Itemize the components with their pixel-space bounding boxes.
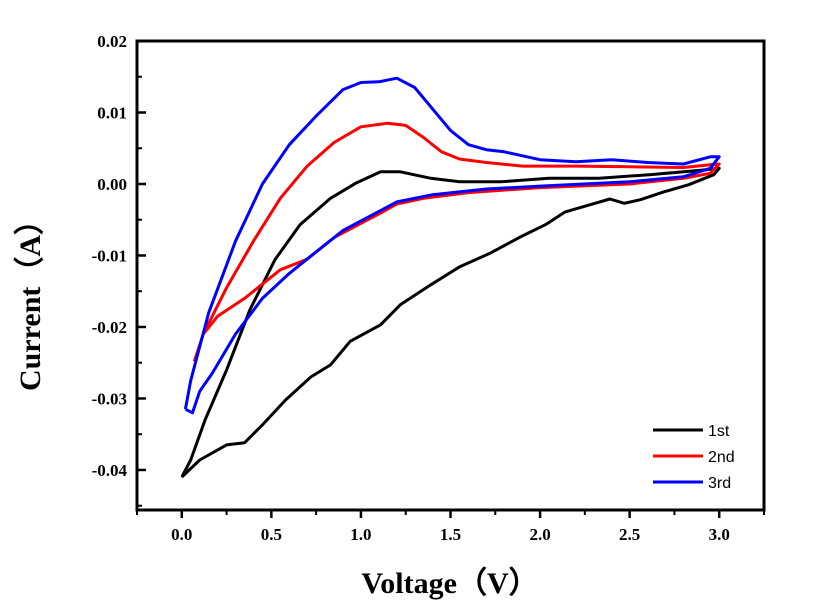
legend: 1st 2nd 3rd xyxy=(653,423,735,492)
y-tick-label: -0.01 xyxy=(92,246,127,265)
x-tick-label: 2.0 xyxy=(529,525,550,544)
legend-label-3rd: 3rd xyxy=(708,475,731,492)
plot-frame xyxy=(135,39,766,512)
series-line-2nd xyxy=(192,121,721,362)
y-tick-label: 0.02 xyxy=(97,32,127,51)
series-line-1st xyxy=(180,166,721,479)
x-axis: 0.0 0.5 1.0 1.5 2.0 2.5 3.0 xyxy=(136,510,765,544)
series-line-3rd xyxy=(183,76,721,415)
y-axis: 0.02 0.01 0.00 -0.01 -0.02 -0.03 -0.04 xyxy=(92,32,146,507)
x-tick-label: 3.0 xyxy=(709,525,730,544)
x-tick-label: 1.5 xyxy=(440,525,461,544)
legend-label-1st: 1st xyxy=(708,423,730,440)
x-tick-label: 0.0 xyxy=(171,525,192,544)
x-tick-label: 0.5 xyxy=(261,525,282,544)
y-tick-label: -0.04 xyxy=(92,461,128,480)
y-tick-label: -0.03 xyxy=(92,389,127,408)
x-axis-title: Voltage（V） xyxy=(361,566,538,600)
y-tick-label: 0.00 xyxy=(97,175,127,194)
x-tick-label: 1.0 xyxy=(350,525,371,544)
y-axis-title: Current（A） xyxy=(13,205,47,391)
legend-label-2nd: 2nd xyxy=(708,449,735,466)
y-tick-label: 0.01 xyxy=(97,103,127,122)
x-tick-label: 2.5 xyxy=(619,525,640,544)
y-tick-label: -0.02 xyxy=(92,318,127,337)
plot-area xyxy=(180,76,721,479)
